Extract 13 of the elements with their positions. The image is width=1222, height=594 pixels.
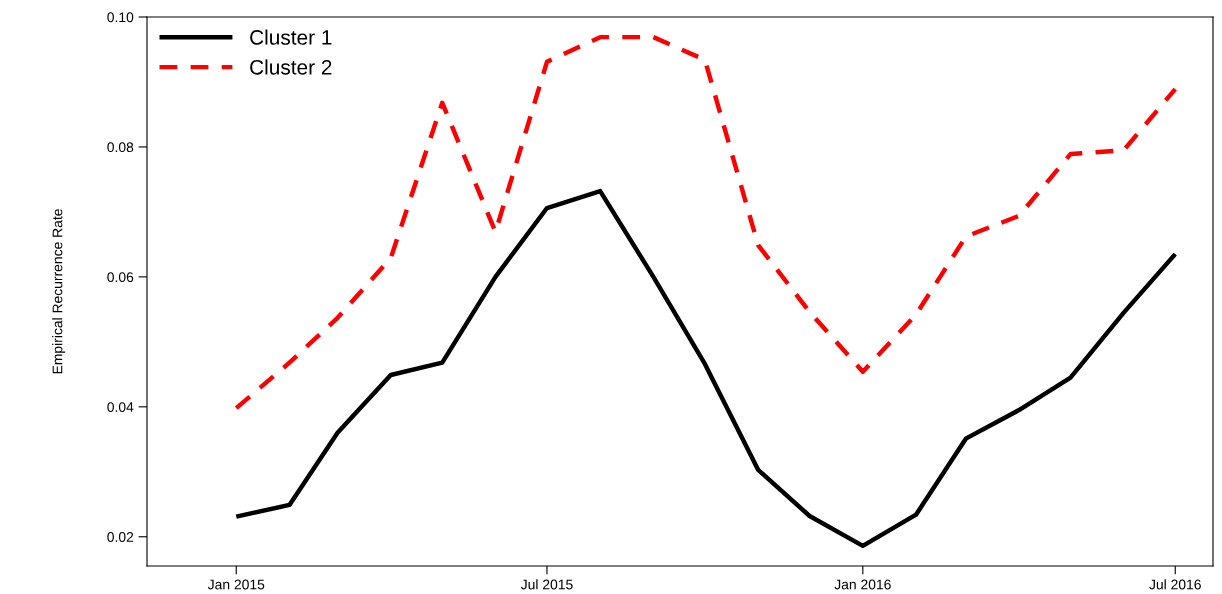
x-tick-label: Jan 2015 [207, 579, 265, 590]
line-series [234, 188, 1178, 549]
x-tick-label: Jan 2016 [834, 579, 891, 590]
x-tick-label: Jul 2016 [1149, 579, 1201, 590]
y-tick-label: 0.06 [107, 272, 134, 283]
legend-label: Cluster 1 [250, 29, 332, 45]
y-tick-label: 0.10 [107, 12, 134, 23]
legend-label: Cluster 2 [250, 59, 332, 75]
y-tick-label: 0.04 [107, 402, 134, 412]
y-axis-title: Empirical Recurrence Rate [52, 209, 66, 374]
y-tick-label: 0.02 [107, 532, 134, 542]
y-tick-label: 0.08 [107, 142, 134, 153]
x-tick-label: Jul 2015 [520, 579, 573, 590]
